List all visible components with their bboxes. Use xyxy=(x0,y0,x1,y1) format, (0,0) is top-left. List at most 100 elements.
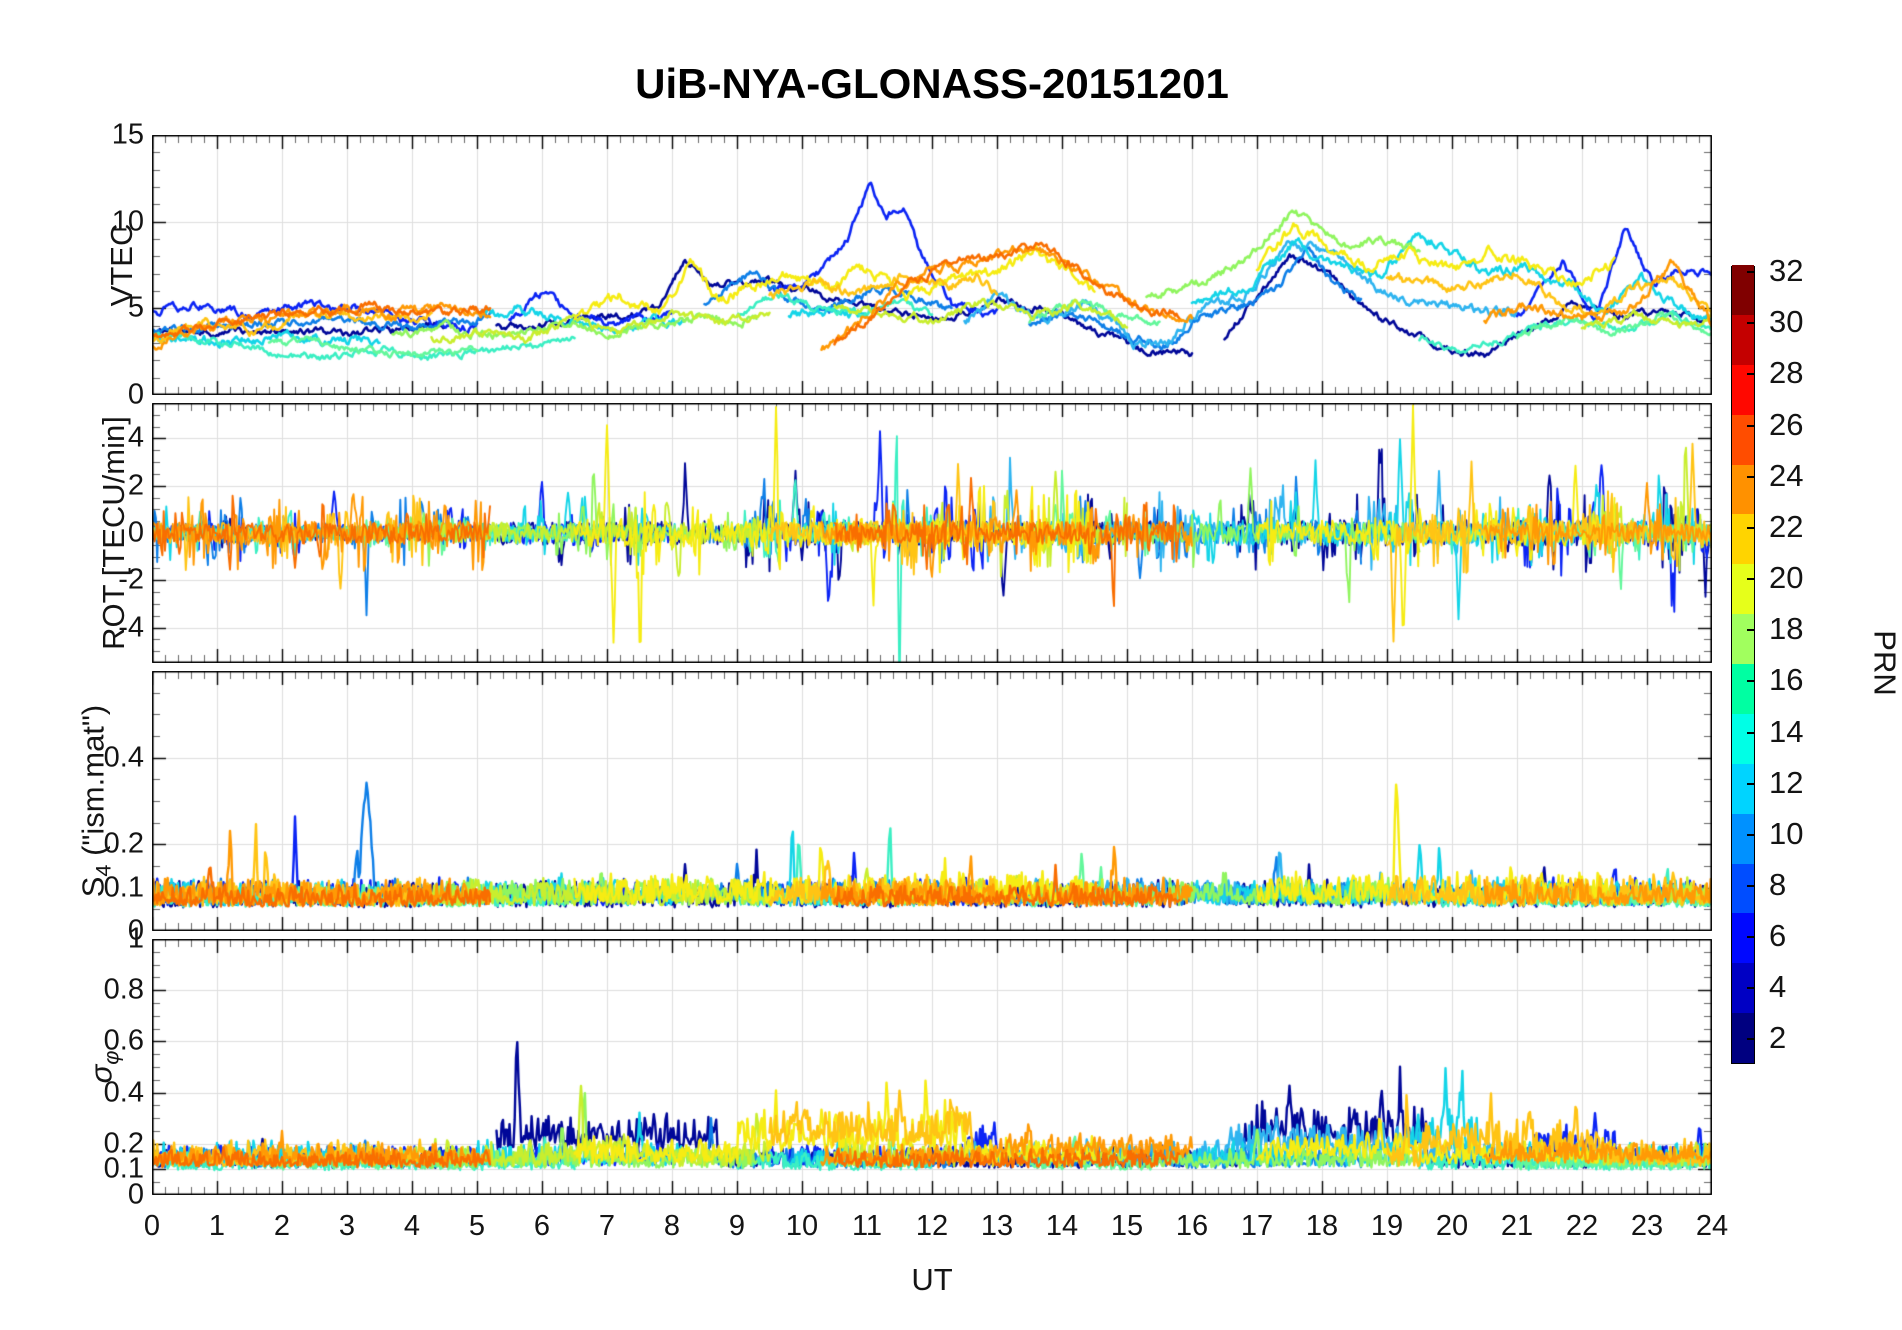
colorbar-tick-label: 22 xyxy=(1769,508,1804,544)
colorbar-band xyxy=(1732,464,1754,515)
x-tick-label: 15 xyxy=(1110,1210,1144,1242)
colorbar-band xyxy=(1732,563,1754,615)
colorbar-tick-label: 32 xyxy=(1769,253,1804,289)
x-tick-label: 2 xyxy=(273,1210,291,1242)
panel-canvas-sigma-phi xyxy=(152,939,1712,1195)
colorbar-tick xyxy=(1747,629,1754,632)
y-tick-label: -4 xyxy=(118,611,144,644)
colorbar-band xyxy=(1732,364,1754,415)
colorbar-band xyxy=(1732,613,1754,664)
colorbar-tick xyxy=(1747,680,1754,683)
x-tick-label: 21 xyxy=(1500,1210,1534,1242)
colorbar-tick-label: 16 xyxy=(1769,662,1804,698)
x-tick-label: 9 xyxy=(728,1210,746,1242)
colorbar-tick xyxy=(1747,833,1754,836)
y-tick-label: 5 xyxy=(127,291,144,324)
colorbar-tick-label: 12 xyxy=(1769,764,1804,800)
colorbar-band xyxy=(1732,912,1754,964)
x-tick-label: 16 xyxy=(1175,1210,1209,1242)
x-tick-label: 10 xyxy=(785,1210,819,1242)
x-tick-label: 7 xyxy=(598,1210,616,1242)
y-tick-label: 4 xyxy=(127,421,144,454)
x-tick-label: 24 xyxy=(1695,1210,1729,1242)
colorbar-tick xyxy=(1747,936,1754,939)
colorbar-tick-label: 10 xyxy=(1769,815,1804,851)
y-tick-label: 0.8 xyxy=(103,973,144,1006)
colorbar-tick xyxy=(1747,884,1754,887)
colorbar-tick-label: 14 xyxy=(1769,713,1804,749)
ylabel-s4: S4 ("ism.mat") xyxy=(75,705,116,898)
colorbar-tick-label: 6 xyxy=(1769,918,1787,954)
colorbar-label: PRN xyxy=(1867,630,1902,696)
colorbar-tick xyxy=(1747,987,1754,990)
panel-canvas-s4 xyxy=(152,671,1712,931)
colorbar-tick-label: 8 xyxy=(1769,866,1787,902)
y-tick-label: 10 xyxy=(111,205,144,238)
panel-canvas-rot xyxy=(152,403,1712,663)
colorbar-tick-label: 28 xyxy=(1769,355,1804,391)
colorbar-tick-label: 2 xyxy=(1769,1020,1787,1056)
x-tick-label: 14 xyxy=(1045,1210,1079,1242)
chart-title: UiB-NYA-GLONASS-20151201 xyxy=(635,60,1229,107)
colorbar-band xyxy=(1732,264,1754,315)
x-tick-label: 19 xyxy=(1370,1210,1404,1242)
y-tick-label: 0.2 xyxy=(103,827,144,860)
colorbar-band xyxy=(1732,1012,1754,1063)
colorbar-band xyxy=(1732,314,1754,365)
y-tick-label: 0 xyxy=(127,1178,144,1211)
x-tick-label: 22 xyxy=(1565,1210,1599,1242)
colorbar-tick-label: 24 xyxy=(1769,457,1804,493)
x-tick-label: 20 xyxy=(1435,1210,1469,1242)
y-tick-label: -2 xyxy=(118,563,144,596)
colorbar-tick xyxy=(1747,424,1754,427)
colorbar-tick xyxy=(1747,373,1754,376)
colorbar-band xyxy=(1732,663,1754,714)
y-tick-label: 1 xyxy=(127,922,144,955)
x-tick-label: 6 xyxy=(533,1210,551,1242)
colorbar-band xyxy=(1732,863,1754,914)
panel-canvas-vtec xyxy=(152,135,1712,395)
colorbar-tick xyxy=(1747,1038,1754,1041)
y-tick-label: 15 xyxy=(111,118,144,151)
y-tick-label: 0.2 xyxy=(103,1127,144,1160)
colorbar-band xyxy=(1732,962,1754,1014)
colorbar-tick xyxy=(1747,322,1754,325)
colorbar xyxy=(1731,264,1755,1064)
x-tick-label: 23 xyxy=(1630,1210,1664,1242)
y-tick-label: 0 xyxy=(127,516,144,549)
x-tick-label: 3 xyxy=(338,1210,356,1242)
x-tick-label: 18 xyxy=(1305,1210,1339,1242)
colorbar-tick xyxy=(1747,782,1754,785)
colorbar-band xyxy=(1732,763,1754,814)
colorbar-tick-label: 30 xyxy=(1769,304,1804,340)
x-tick-label: 0 xyxy=(143,1210,161,1242)
x-tick-label: 4 xyxy=(403,1210,421,1242)
colorbar-tick xyxy=(1747,475,1754,478)
y-tick-label: 0.4 xyxy=(103,741,144,774)
x-tick-label: 11 xyxy=(851,1210,883,1242)
y-tick-label: 0.1 xyxy=(103,1152,144,1185)
colorbar-tick-label: 26 xyxy=(1769,406,1804,442)
y-tick-label: 0.6 xyxy=(103,1024,144,1057)
x-tick-label: 13 xyxy=(980,1210,1014,1242)
colorbar-tick xyxy=(1747,731,1754,734)
colorbar-band xyxy=(1732,813,1754,864)
colorbar-tick-label: 4 xyxy=(1769,969,1787,1005)
x-tick-label: 8 xyxy=(663,1210,681,1242)
x-axis-label: UT xyxy=(911,1262,953,1297)
colorbar-band xyxy=(1732,414,1754,465)
y-tick-label: 0.1 xyxy=(103,871,144,904)
colorbar-tick xyxy=(1747,526,1754,529)
colorbar-band xyxy=(1732,513,1754,565)
colorbar-tick xyxy=(1747,271,1754,274)
x-tick-label: 1 xyxy=(208,1210,226,1242)
y-tick-label: 2 xyxy=(127,469,144,502)
colorbar-tick xyxy=(1747,578,1754,581)
x-tick-label: 12 xyxy=(915,1210,949,1242)
colorbar-tick-label: 18 xyxy=(1769,611,1804,647)
y-tick-label: 0 xyxy=(127,378,144,411)
x-tick-label: 5 xyxy=(468,1210,486,1242)
x-tick-label: 17 xyxy=(1240,1210,1274,1242)
colorbar-tick-label: 20 xyxy=(1769,560,1804,596)
